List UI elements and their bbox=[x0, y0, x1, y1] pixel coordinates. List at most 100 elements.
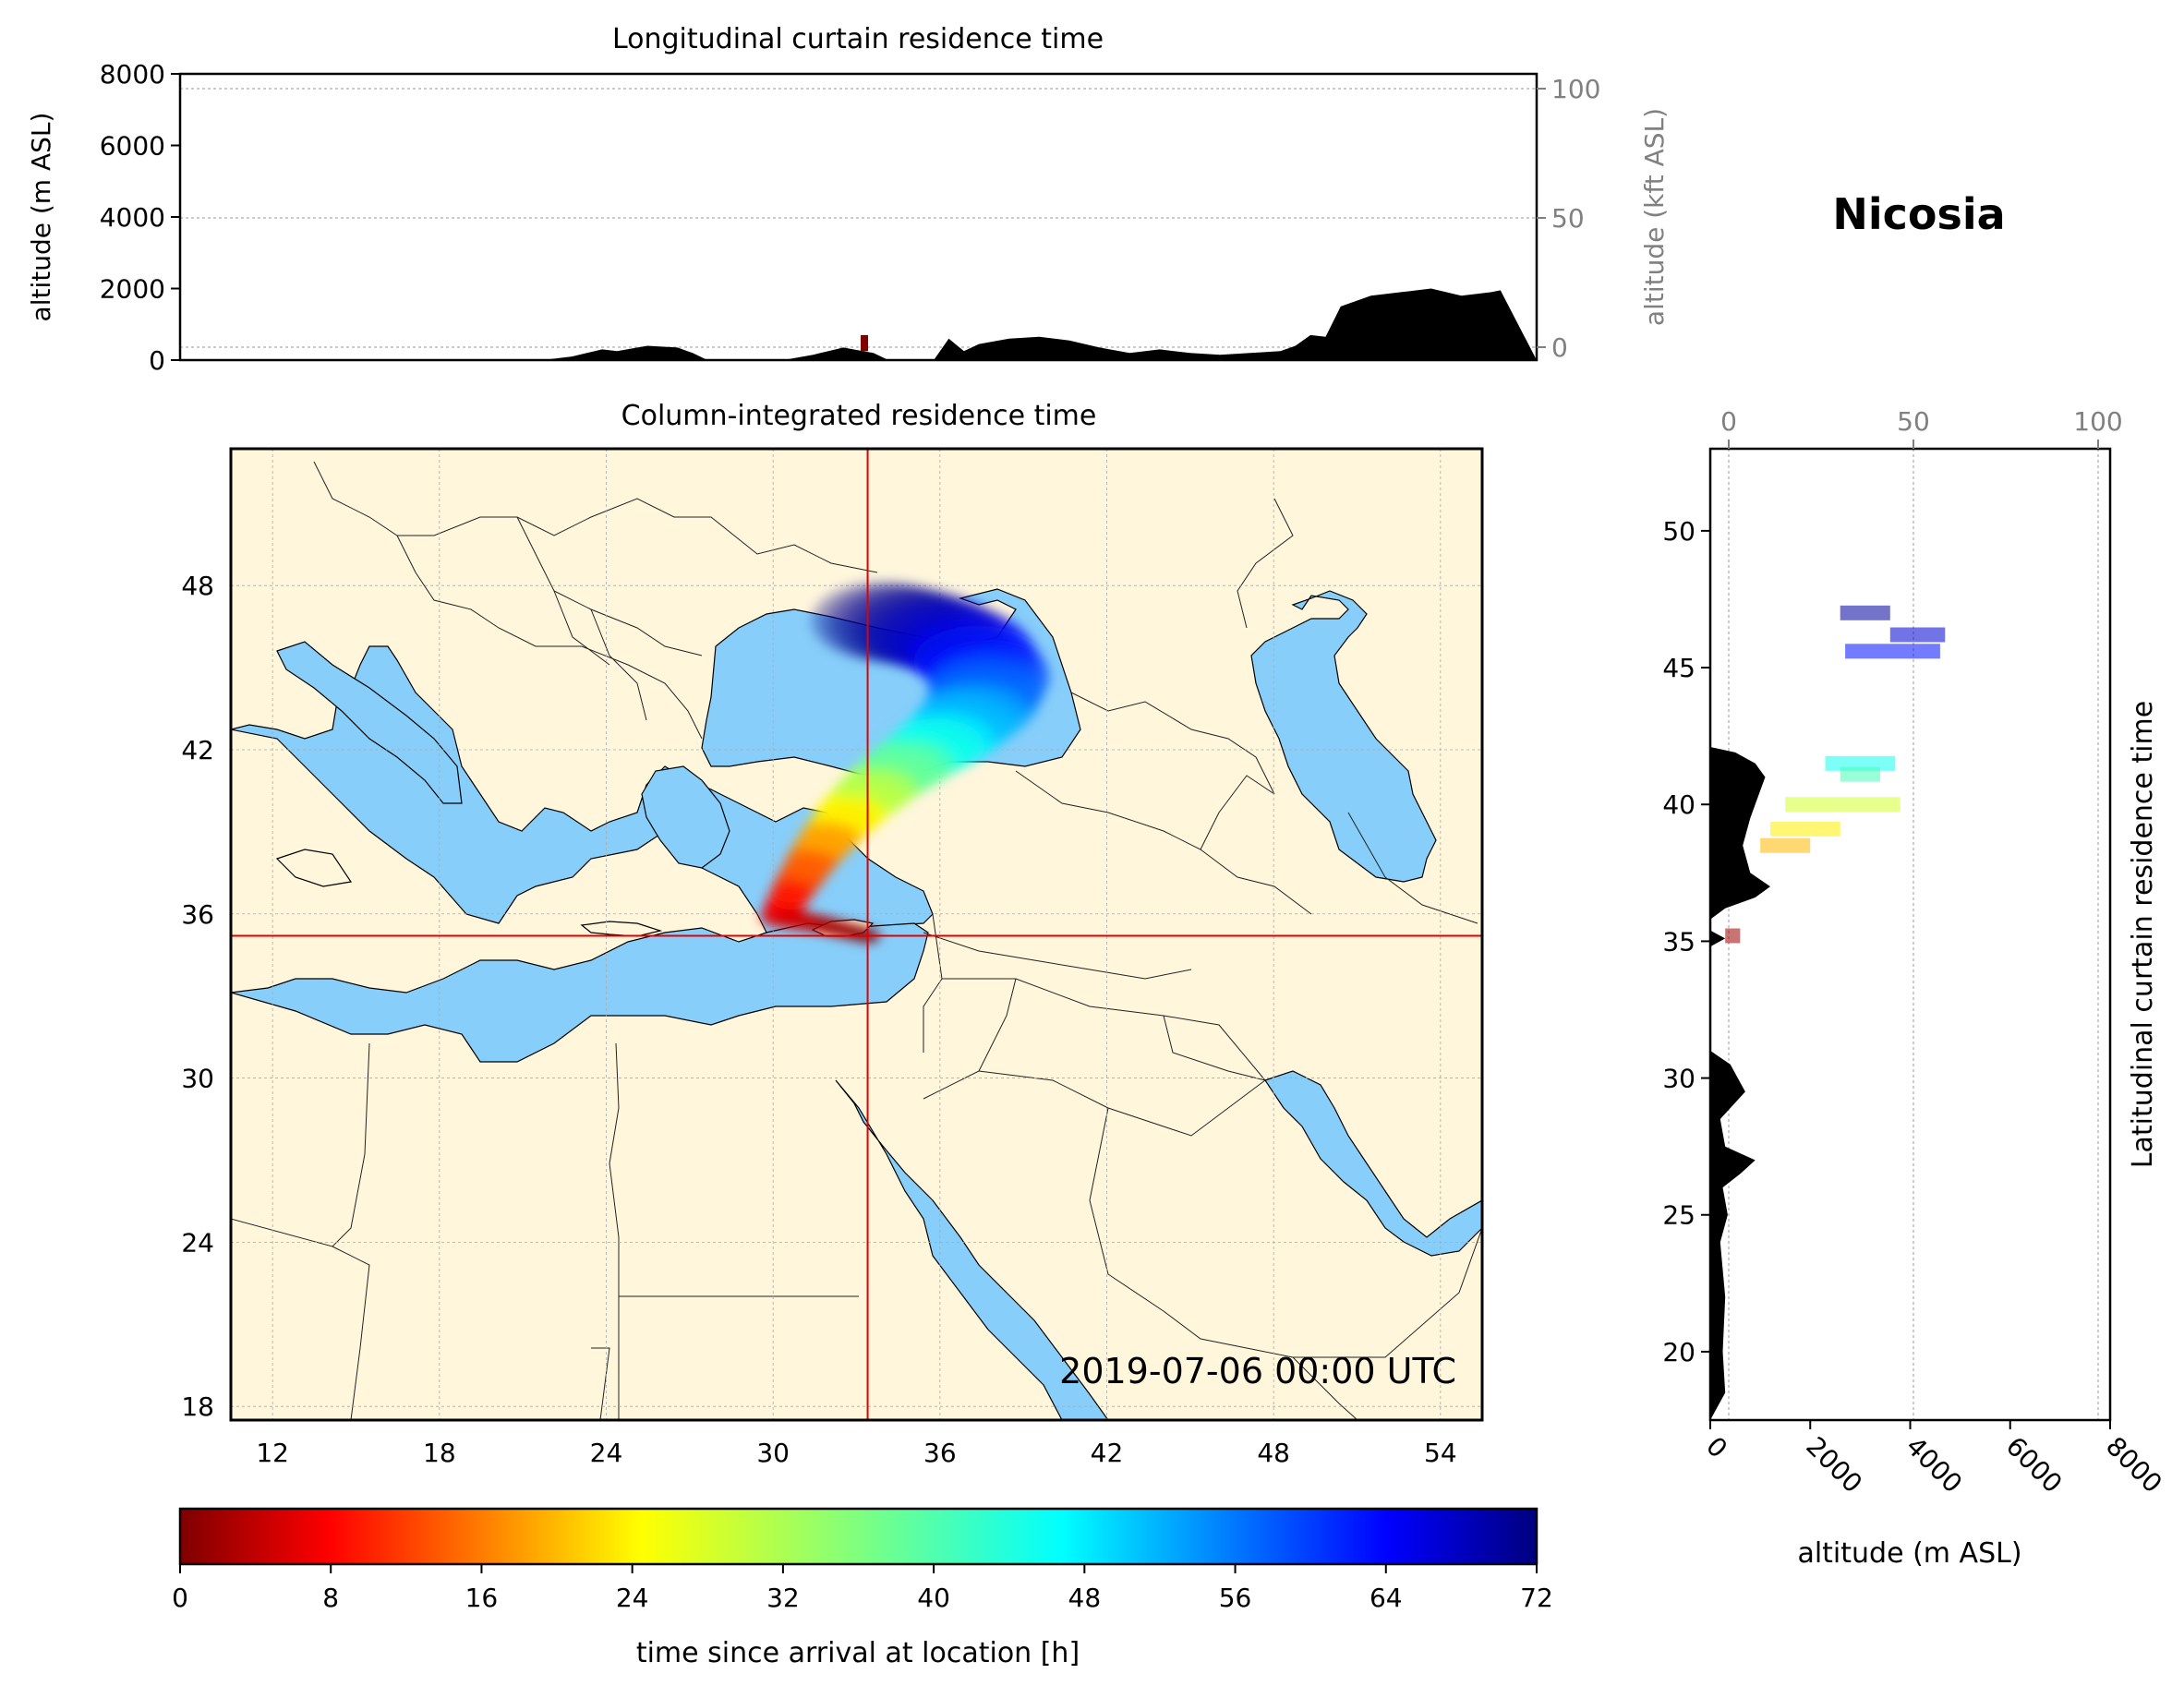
colorbar-tick-label: 40 bbox=[917, 1583, 950, 1613]
right-ytick-label: 40 bbox=[1662, 789, 1695, 820]
red-sea bbox=[835, 1079, 1109, 1420]
right-top-xtick-label: 0 bbox=[1720, 406, 1737, 437]
right-plume-segment bbox=[1760, 837, 1811, 853]
colorbar: 0 8 16 24 32 40 48 56 64 72 time since arrival at… bbox=[172, 1507, 1553, 1669]
colorbar-tick-label: 48 bbox=[1068, 1583, 1102, 1613]
top-plume-marker bbox=[861, 334, 869, 352]
map-xtick-label: 18 bbox=[423, 1438, 456, 1468]
right-top-x-ticks: 0 50 100 bbox=[1720, 406, 2123, 449]
sicily bbox=[275, 849, 353, 887]
plume-blob bbox=[769, 882, 814, 907]
right-ytick-label: 25 bbox=[1662, 1200, 1695, 1231]
map-xtick-label: 24 bbox=[590, 1438, 623, 1468]
top-ytick-label: 6000 bbox=[100, 131, 165, 162]
country-borders bbox=[231, 461, 1482, 1420]
colorbar-tick-label: 32 bbox=[766, 1583, 800, 1613]
right-title: Latitudinal curtain residence time bbox=[2127, 701, 2159, 1168]
plume-blob bbox=[819, 919, 850, 936]
right-ytick-label: 35 bbox=[1662, 926, 1695, 957]
map-ytick-label: 18 bbox=[181, 1391, 214, 1422]
colorbar-tick-label: 64 bbox=[1370, 1583, 1403, 1613]
map-y-ticks: 18 24 30 36 42 48 bbox=[181, 571, 214, 1422]
top-axes-frame bbox=[178, 72, 1538, 362]
mediterranean-east bbox=[231, 922, 929, 1063]
top-right-ytick-label: 0 bbox=[1551, 332, 1568, 363]
top-ytick-label: 8000 bbox=[100, 59, 165, 90]
right-xtick-label: 2000 bbox=[1800, 1431, 1868, 1499]
right-ytick-label: 30 bbox=[1662, 1064, 1695, 1094]
right-plume-segment bbox=[1889, 627, 1946, 643]
map-xtick-label: 12 bbox=[256, 1438, 289, 1468]
right-xtick-label: 4000 bbox=[1900, 1431, 1969, 1499]
location-title: Nicosia bbox=[1832, 189, 2005, 239]
right-plume-segment bbox=[1840, 605, 1890, 620]
top-ytick-label: 2000 bbox=[100, 274, 165, 305]
colorbar-tick-label: 8 bbox=[322, 1583, 339, 1613]
colorbar-tick-label: 72 bbox=[1520, 1583, 1553, 1613]
map-xtick-label: 48 bbox=[1257, 1438, 1290, 1468]
colorbar-tick-label: 56 bbox=[1219, 1583, 1252, 1613]
colorbar-label: time since arrival at location [h] bbox=[636, 1637, 1080, 1669]
map-x-ticks: 12 18 24 30 36 42 48 54 bbox=[256, 1438, 1456, 1468]
map-ytick-label: 36 bbox=[181, 899, 214, 930]
colorbar-tick-label: 16 bbox=[465, 1583, 499, 1613]
top-terrain-profile bbox=[180, 288, 1537, 360]
crete bbox=[580, 921, 663, 937]
longitudinal-curtain-panel: Longitudinal curtain residence time 0 200… bbox=[26, 23, 1670, 376]
caspian-sea bbox=[1250, 590, 1437, 883]
colorbar-tick-label: 24 bbox=[616, 1583, 649, 1613]
plume-blob bbox=[783, 849, 837, 879]
plume-blob bbox=[771, 909, 808, 929]
column-integrated-panel: Column-integrated residence time bbox=[181, 400, 1484, 1468]
timestamp-label: 2019-07-06 00:00 UTC bbox=[1059, 1351, 1456, 1391]
right-xtick-label: 0 bbox=[1700, 1431, 1733, 1464]
right-xlabel: altitude (m ASL) bbox=[1797, 1537, 2021, 1570]
right-gridlines bbox=[1728, 449, 2099, 1420]
right-plume-segment bbox=[1770, 821, 1840, 837]
top-right-ytick-label: 100 bbox=[1551, 74, 1600, 104]
right-plume-segment bbox=[1845, 644, 1940, 659]
top-ylabel-right: altitude (kft ASL) bbox=[1639, 108, 1670, 326]
longitudinal-curtain-title: Longitudinal curtain residence time bbox=[612, 23, 1104, 55]
colorbar-gradient bbox=[178, 1507, 1538, 1566]
top-ytick-label: 0 bbox=[149, 345, 165, 376]
aegean-sea bbox=[641, 765, 730, 869]
latitudinal-curtain-panel: 0 2000 4000 6000 8000 0 50 100 20253035404550 … bbox=[1662, 406, 2167, 1570]
plume-blob bbox=[799, 821, 860, 855]
right-x-ticks: 0 2000 4000 6000 8000 bbox=[1700, 1420, 2168, 1499]
top-ylabel: altitude (m ASL) bbox=[26, 113, 56, 322]
top-ytick-label: 4000 bbox=[100, 202, 165, 233]
map-xtick-label: 54 bbox=[1424, 1438, 1457, 1468]
right-plume-segment bbox=[1840, 766, 1880, 782]
right-plume-segment bbox=[1725, 928, 1741, 944]
right-top-xtick-label: 100 bbox=[2073, 406, 2122, 437]
right-ytick-label: 20 bbox=[1662, 1337, 1695, 1367]
map-title: Column-integrated residence time bbox=[621, 400, 1097, 432]
right-ytick-label: 50 bbox=[1662, 516, 1695, 547]
map-xtick-label: 36 bbox=[923, 1438, 957, 1468]
top-right-y-ticks: 0 50 100 bbox=[1537, 74, 1600, 363]
map-xtick-label: 42 bbox=[1091, 1438, 1124, 1468]
residence-time-plume bbox=[759, 581, 1052, 944]
right-plume-segment bbox=[1785, 797, 1900, 813]
map-ytick-label: 24 bbox=[181, 1227, 214, 1258]
top-right-ytick-label: 50 bbox=[1551, 203, 1585, 234]
right-axes-frame bbox=[1708, 447, 2112, 1422]
right-ytick-label: 45 bbox=[1662, 653, 1695, 683]
map-frame bbox=[229, 447, 1484, 1422]
map-ytick-label: 42 bbox=[181, 735, 214, 765]
map-xtick-label: 30 bbox=[756, 1438, 790, 1468]
right-xtick-label: 8000 bbox=[2100, 1431, 2168, 1499]
top-gridlines bbox=[180, 88, 1537, 348]
map-ytick-label: 48 bbox=[181, 571, 214, 601]
right-terrain-profile bbox=[1710, 449, 1770, 1420]
adriatic-sea bbox=[276, 641, 463, 804]
right-top-xtick-label: 50 bbox=[1897, 406, 1930, 437]
right-y-ticks: 20 25 30 35 40 45 50 bbox=[1662, 516, 1710, 1367]
right-plume-segments bbox=[1725, 605, 1946, 944]
colorbar-tick-label: 0 bbox=[172, 1583, 188, 1613]
persian-gulf bbox=[1264, 1070, 1482, 1257]
right-xtick-label: 6000 bbox=[2000, 1431, 2069, 1499]
top-y-ticks: 0 2000 4000 6000 8000 bbox=[100, 59, 180, 376]
colorbar-ticks: 0 8 16 24 32 40 48 56 64 72 bbox=[172, 1564, 1553, 1613]
